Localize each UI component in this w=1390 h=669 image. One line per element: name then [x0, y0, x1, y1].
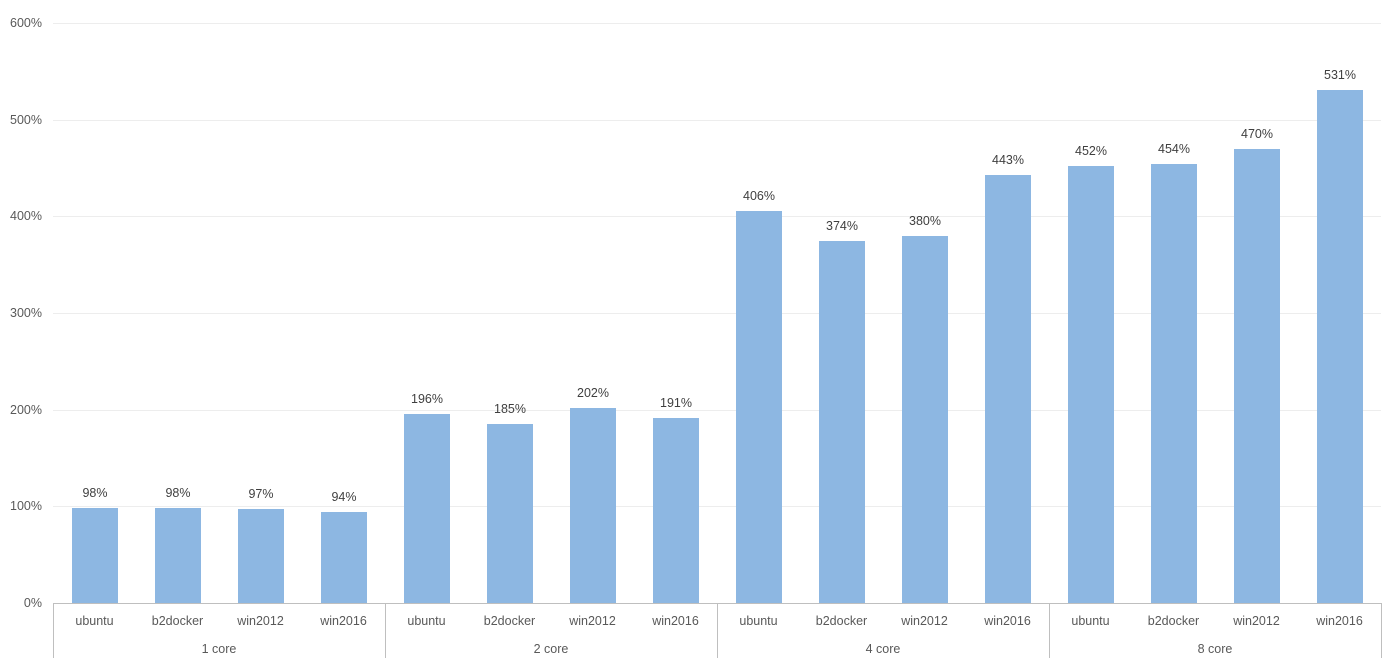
category-label-win2012: win2012	[1233, 614, 1280, 628]
bar-value-label: 97%	[248, 487, 274, 501]
y-axis-tick-label: 0%	[23, 596, 42, 610]
bar-4core-win2012	[902, 236, 948, 603]
bar-8core-b2docker	[1151, 164, 1197, 603]
bar-1core-win2016	[321, 512, 367, 603]
category-group-separator	[1049, 603, 1050, 658]
category-label-win2016: win2016	[1316, 614, 1363, 628]
category-label-b2docker: b2docker	[1147, 614, 1200, 628]
bar-value-label: 98%	[82, 486, 108, 500]
bar-8core-win2016	[1317, 90, 1363, 603]
bar-value-label: 98%	[165, 486, 191, 500]
category-label-ubuntu: ubuntu	[407, 614, 446, 628]
bar-value-label: 94%	[331, 490, 357, 504]
bar-value-label: 406%	[743, 189, 775, 203]
category-label-win2016: win2016	[652, 614, 699, 628]
bar-2core-b2docker	[487, 424, 533, 603]
y-axis-tick-label: 400%	[10, 209, 42, 223]
category-label-win2016: win2016	[320, 614, 367, 628]
bar-8core-ubuntu	[1068, 166, 1114, 603]
bar-1core-win2012	[238, 509, 284, 603]
gridline-500%	[53, 120, 1381, 121]
group-label-8-core: 8 core	[1197, 642, 1233, 656]
bar-value-label: 531%	[1324, 68, 1356, 82]
y-axis-tick-label: 100%	[10, 499, 42, 513]
category-label-win2012: win2012	[237, 614, 284, 628]
y-axis-tick-label: 500%	[10, 113, 42, 127]
gridline-600%	[53, 23, 1381, 24]
category-group-separator	[1381, 603, 1382, 658]
group-label-1-core: 1 core	[201, 642, 237, 656]
category-label-ubuntu: ubuntu	[75, 614, 114, 628]
bar-value-label: 202%	[577, 386, 609, 400]
bar-value-label: 196%	[411, 392, 443, 406]
group-label-4-core: 4 core	[865, 642, 901, 656]
bar-2core-win2016	[653, 418, 699, 603]
bar-value-label: 191%	[660, 396, 692, 410]
bar-value-label: 454%	[1158, 142, 1190, 156]
gridline-200%	[53, 410, 1381, 411]
bar-value-label: 185%	[494, 402, 526, 416]
bar-8core-win2012	[1234, 149, 1280, 603]
category-label-b2docker: b2docker	[815, 614, 868, 628]
category-group-separator	[717, 603, 718, 658]
category-label-ubuntu: ubuntu	[739, 614, 778, 628]
bar-value-label: 470%	[1241, 127, 1273, 141]
category-label-win2016: win2016	[984, 614, 1031, 628]
y-axis-tick-label: 300%	[10, 306, 42, 320]
category-label-win2012: win2012	[901, 614, 948, 628]
bar-1core-ubuntu	[72, 508, 118, 603]
gridline-300%	[53, 313, 1381, 314]
group-label-2-core: 2 core	[533, 642, 569, 656]
category-label-b2docker: b2docker	[151, 614, 204, 628]
gridline-400%	[53, 216, 1381, 217]
category-label-ubuntu: ubuntu	[1071, 614, 1110, 628]
bar-value-label: 452%	[1075, 144, 1107, 158]
bar-value-label: 380%	[909, 214, 941, 228]
bar-1core-b2docker	[155, 508, 201, 603]
bar-4core-win2016	[985, 175, 1031, 603]
bar-2core-ubuntu	[404, 414, 450, 603]
bar-value-label: 443%	[992, 153, 1024, 167]
category-label-b2docker: b2docker	[483, 614, 536, 628]
bar-value-label: 374%	[826, 219, 858, 233]
category-group-separator	[53, 603, 54, 658]
category-label-win2012: win2012	[569, 614, 616, 628]
y-axis-tick-label: 200%	[10, 403, 42, 417]
gridline-100%	[53, 506, 1381, 507]
y-axis-tick-label: 600%	[10, 16, 42, 30]
category-group-separator	[385, 603, 386, 658]
bar-4core-ubuntu	[736, 211, 782, 603]
bar-4core-b2docker	[819, 241, 865, 603]
bar-2core-win2012	[570, 408, 616, 603]
